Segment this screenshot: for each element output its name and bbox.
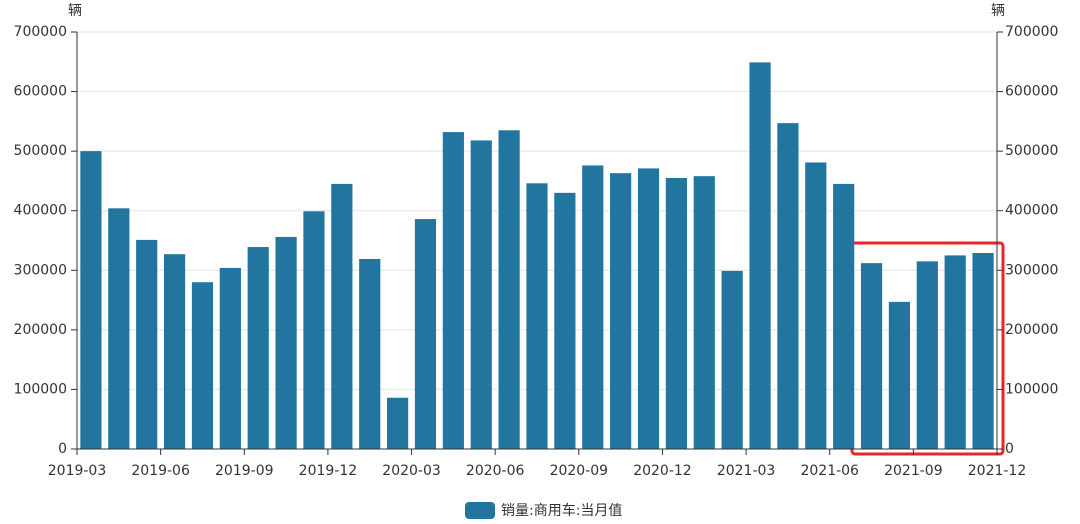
- bar: [637, 168, 660, 449]
- bar: [80, 151, 102, 449]
- bar: [414, 219, 437, 449]
- y2-tick-label: 100000: [1005, 381, 1058, 397]
- bar: [359, 258, 381, 449]
- y-tick-label: 600000: [14, 84, 67, 100]
- bar: [470, 140, 492, 450]
- bar: [833, 183, 855, 449]
- y-tick-label: 700000: [14, 24, 67, 40]
- y-tick-label: 0: [58, 441, 67, 457]
- bar: [108, 208, 130, 449]
- legend-label: 销量:商用车:当月值: [501, 502, 622, 519]
- y2-tick-label: 600000: [1005, 84, 1058, 100]
- legend-swatch: [465, 502, 495, 519]
- x-tick-label: 2020-03: [382, 463, 441, 479]
- y-tick-label: 200000: [14, 322, 67, 338]
- x-tick-label: 2020-06: [466, 463, 525, 479]
- bar: [582, 165, 604, 449]
- x-tick-label: 2020-09: [550, 463, 609, 479]
- bar: [610, 173, 632, 450]
- x-tick-label: 2019-12: [299, 463, 358, 479]
- y2-tick-label: 300000: [1005, 262, 1058, 278]
- bar: [191, 282, 214, 449]
- bar: [972, 253, 994, 449]
- y2-tick-label: 500000: [1005, 143, 1058, 159]
- y2-tick-label: 700000: [1005, 24, 1058, 40]
- bar: [665, 177, 687, 449]
- x-tick-label: 2021-03: [717, 463, 776, 479]
- bar: [303, 211, 325, 449]
- x-tick-label: 2020-12: [633, 463, 692, 479]
- y-tick-label: 400000: [14, 203, 67, 219]
- x-tick-label: 2019-03: [48, 463, 107, 479]
- y-tick-label: 300000: [14, 262, 67, 278]
- bar: [805, 162, 827, 449]
- y2-tick-label: 200000: [1005, 322, 1058, 338]
- y-tick-label: 500000: [14, 143, 67, 159]
- bar: [163, 254, 186, 449]
- bar: [219, 267, 241, 449]
- bar: [777, 123, 799, 449]
- bar: [860, 263, 883, 449]
- bar: [693, 176, 715, 450]
- bar: [888, 301, 911, 449]
- bar: [916, 261, 938, 449]
- bar: [275, 236, 297, 449]
- bar: [944, 255, 966, 449]
- bar: [749, 62, 771, 449]
- x-tick-label: 2019-09: [215, 463, 274, 479]
- x-tick-label: 2019-06: [131, 463, 190, 479]
- y-axis-label: 辆: [68, 3, 82, 19]
- bar: [387, 397, 409, 449]
- x-tick-label: 2021-12: [968, 463, 1027, 479]
- y2-axis-label: 辆: [991, 3, 1005, 19]
- y-tick-label: 100000: [14, 381, 67, 397]
- x-tick-label: 2021-09: [884, 463, 943, 479]
- bar: [721, 270, 743, 449]
- bar: [331, 183, 353, 449]
- y2-tick-label: 400000: [1005, 203, 1058, 219]
- bar: [442, 132, 464, 449]
- bar: [554, 192, 576, 450]
- bar: [136, 239, 158, 449]
- bar: [247, 247, 269, 449]
- bar: [498, 130, 520, 450]
- bar: [526, 183, 548, 449]
- x-tick-label: 2021-06: [800, 463, 859, 479]
- y2-tick-label: 0: [1005, 441, 1014, 457]
